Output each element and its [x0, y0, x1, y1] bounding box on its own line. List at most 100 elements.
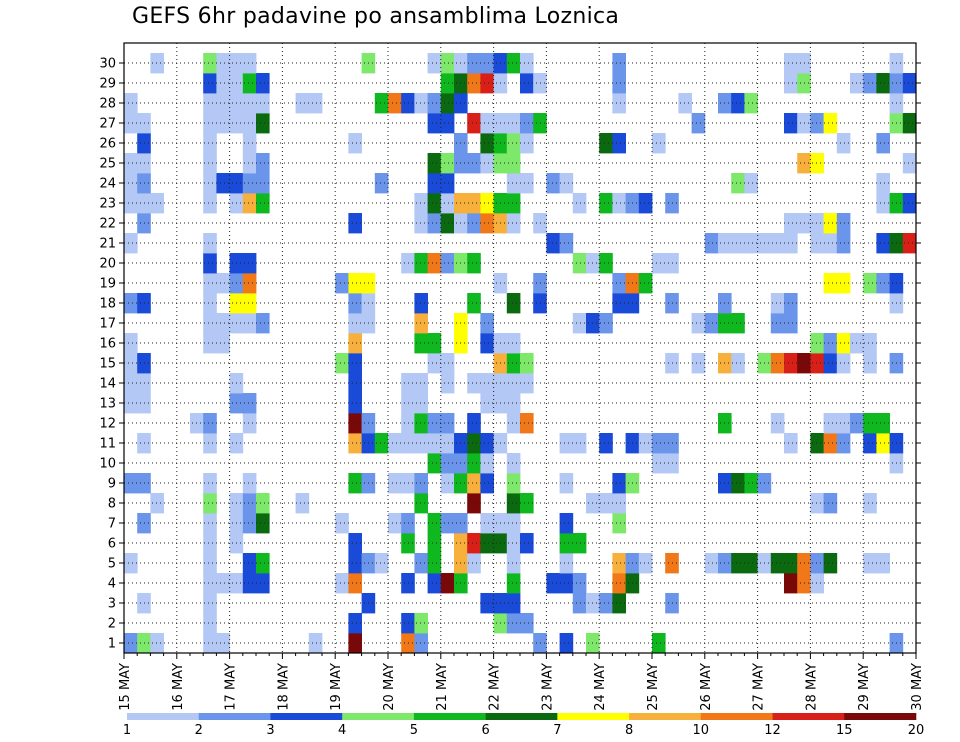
heatmap-cell	[348, 313, 362, 334]
heatmap-cell	[546, 573, 560, 594]
y-tick-label: 6	[108, 537, 116, 552]
heatmap-cell	[704, 313, 719, 334]
heatmap-cell	[876, 133, 890, 154]
heatmap-cell	[203, 153, 217, 174]
heatmap-cell	[216, 173, 230, 194]
heatmap-cell	[348, 553, 362, 574]
heatmap-cell	[203, 573, 217, 594]
heatmap-cell	[124, 173, 138, 194]
heatmap-cell	[467, 253, 481, 274]
heatmap-cell	[335, 573, 349, 594]
y-tick-label: 22	[99, 217, 116, 232]
y-tick-label: 20	[99, 257, 116, 272]
colorbar-swatch	[342, 713, 415, 720]
heatmap-cell	[414, 93, 428, 114]
heatmap-cell	[784, 433, 798, 454]
heatmap-cell	[203, 493, 217, 514]
heatmap-cell	[242, 293, 257, 314]
heatmap-cell	[388, 93, 402, 114]
heatmap-cell	[203, 313, 217, 334]
heatmap-cell	[731, 173, 745, 194]
heatmap-cell	[823, 113, 838, 134]
heatmap-cell	[876, 273, 890, 294]
heatmap-cell	[242, 313, 257, 334]
heatmap-cell	[506, 373, 521, 394]
heatmap-cell	[242, 113, 257, 134]
x-tick-label: 19 MAY	[329, 663, 344, 711]
chart-title: GEFS 6hr padavine po ansamblima Loznica	[132, 4, 620, 29]
heatmap-cell	[744, 93, 758, 114]
colorbar-label: 5	[410, 723, 418, 738]
heatmap-cell	[572, 193, 587, 214]
heatmap-cell	[652, 633, 666, 654]
heatmap-cell	[348, 293, 362, 314]
heatmap-cell	[203, 113, 217, 134]
heatmap-cell	[731, 473, 745, 494]
heatmap-cell	[308, 633, 323, 654]
heatmap-cell	[348, 373, 362, 394]
heatmap-cell	[704, 233, 719, 254]
heatmap-cell	[467, 433, 481, 454]
heatmap-cell	[467, 473, 481, 494]
heatmap-cell	[506, 453, 521, 474]
heatmap-cell	[863, 353, 877, 374]
heatmap-cell	[374, 553, 389, 574]
heatmap-cell	[480, 373, 494, 394]
heatmap-cell	[414, 193, 428, 214]
heatmap-cell	[150, 633, 164, 654]
heatmap-cell	[348, 433, 362, 454]
heatmap-cell	[242, 493, 257, 514]
x-tick-label: 20 MAY	[382, 663, 397, 711]
heatmap-cell	[823, 273, 838, 294]
y-tick-label: 5	[108, 557, 116, 572]
heatmap-cell	[124, 553, 138, 574]
heatmap-cell	[427, 333, 442, 354]
heatmap-cell	[691, 313, 706, 334]
x-tick-label: 16 MAY	[171, 663, 186, 711]
heatmap-cell	[348, 333, 362, 354]
colorbar-label: 1	[123, 723, 131, 738]
x-tick-label: 22 MAY	[488, 663, 503, 711]
heatmap-cell	[784, 553, 798, 574]
heatmap-cell	[467, 113, 481, 134]
x-tick-label: 25 MAY	[646, 663, 661, 711]
y-tick-label: 13	[99, 397, 116, 412]
heatmap-cell	[902, 113, 917, 134]
heatmap-cell	[810, 433, 824, 454]
heatmap-cell	[572, 593, 587, 614]
y-tick-label: 12	[99, 417, 116, 432]
heatmap-cell	[427, 533, 442, 554]
colorbar-label: 3	[266, 723, 274, 738]
heatmap-cell	[520, 413, 534, 434]
heatmap-cell	[414, 373, 428, 394]
heatmap-cell	[440, 433, 455, 454]
heatmap-cell	[427, 353, 442, 374]
heatmap-cell	[216, 93, 230, 114]
heatmap-cell	[480, 133, 494, 154]
heatmap-cell	[348, 273, 362, 294]
heatmap-cell	[480, 73, 494, 94]
heatmap-cell	[863, 493, 877, 514]
heatmap-cell	[427, 213, 442, 234]
heatmap-cell	[440, 413, 455, 434]
y-tick-label: 30	[99, 57, 116, 72]
heatmap-cell	[480, 433, 494, 454]
heatmap-cell	[242, 193, 257, 214]
heatmap-cell	[348, 413, 362, 434]
heatmap-cell	[124, 93, 138, 114]
heatmap-cell	[150, 193, 164, 214]
heatmap-cell	[480, 113, 494, 134]
heatmap-cell	[256, 153, 270, 174]
heatmap-cell	[520, 133, 534, 154]
heatmap-cell	[427, 173, 442, 194]
heatmap-cell	[427, 413, 442, 434]
heatmap-cell	[863, 273, 877, 294]
x-tick-label: 23 MAY	[540, 663, 555, 711]
heatmap-cell	[295, 493, 310, 514]
colorbar: 1 2 3 4 5 6 7 8 10 12 15 20	[123, 713, 924, 738]
colorbar-swatch	[127, 713, 200, 720]
heatmap-cell	[731, 353, 745, 374]
heatmap-cell	[414, 433, 428, 454]
heatmap-cell	[572, 573, 587, 594]
